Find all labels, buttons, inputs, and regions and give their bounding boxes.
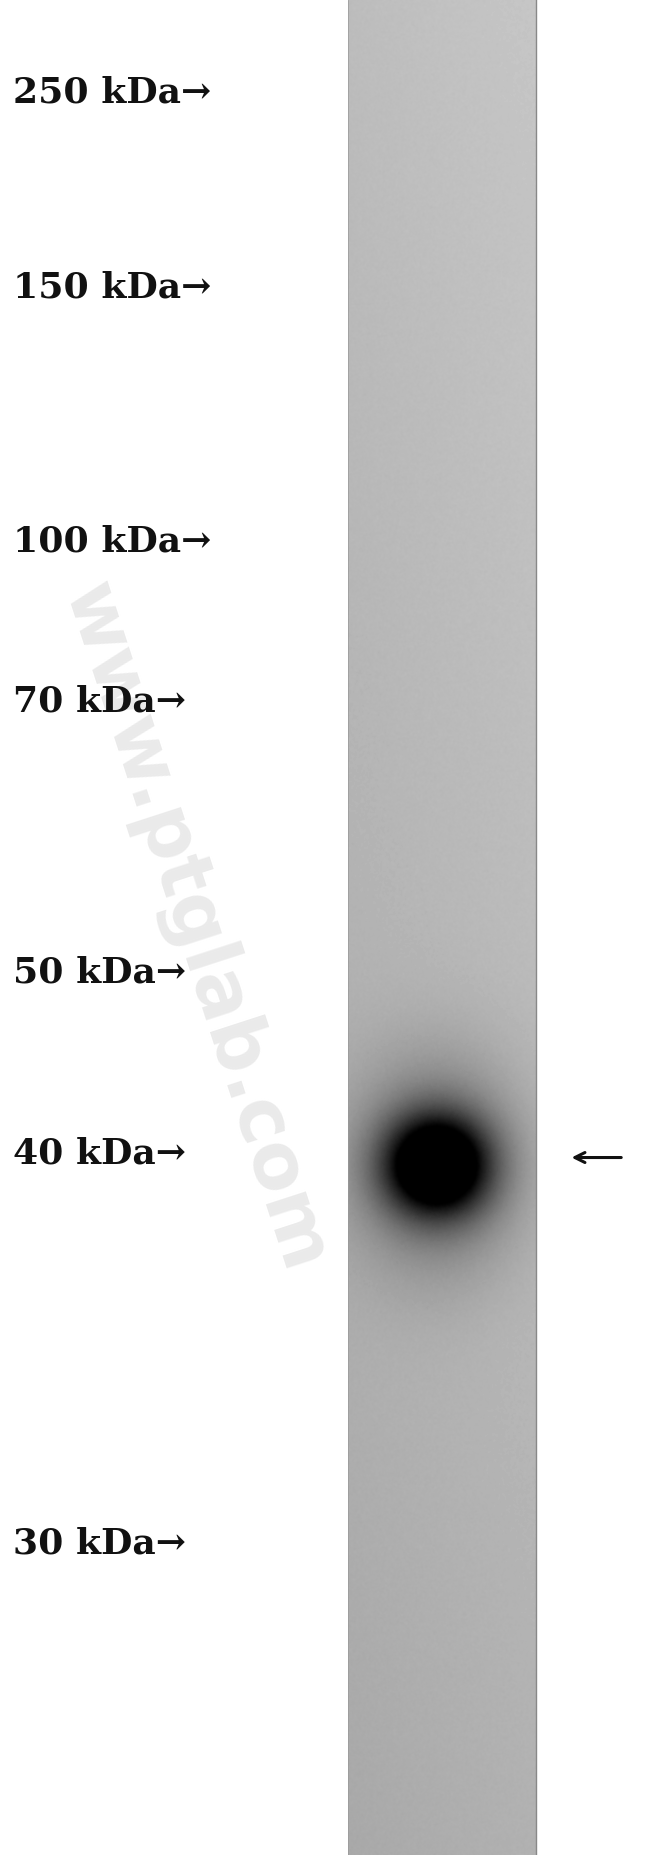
Text: 30 kDa→: 30 kDa→ [13, 1527, 186, 1560]
Text: 50 kDa→: 50 kDa→ [13, 955, 186, 989]
Text: 250 kDa→: 250 kDa→ [13, 76, 211, 109]
Text: 70 kDa→: 70 kDa→ [13, 684, 186, 718]
Text: 40 kDa→: 40 kDa→ [13, 1137, 186, 1171]
Text: 150 kDa→: 150 kDa→ [13, 271, 211, 304]
Text: 100 kDa→: 100 kDa→ [13, 525, 211, 558]
Text: www.ptglab.com: www.ptglab.com [48, 573, 342, 1282]
